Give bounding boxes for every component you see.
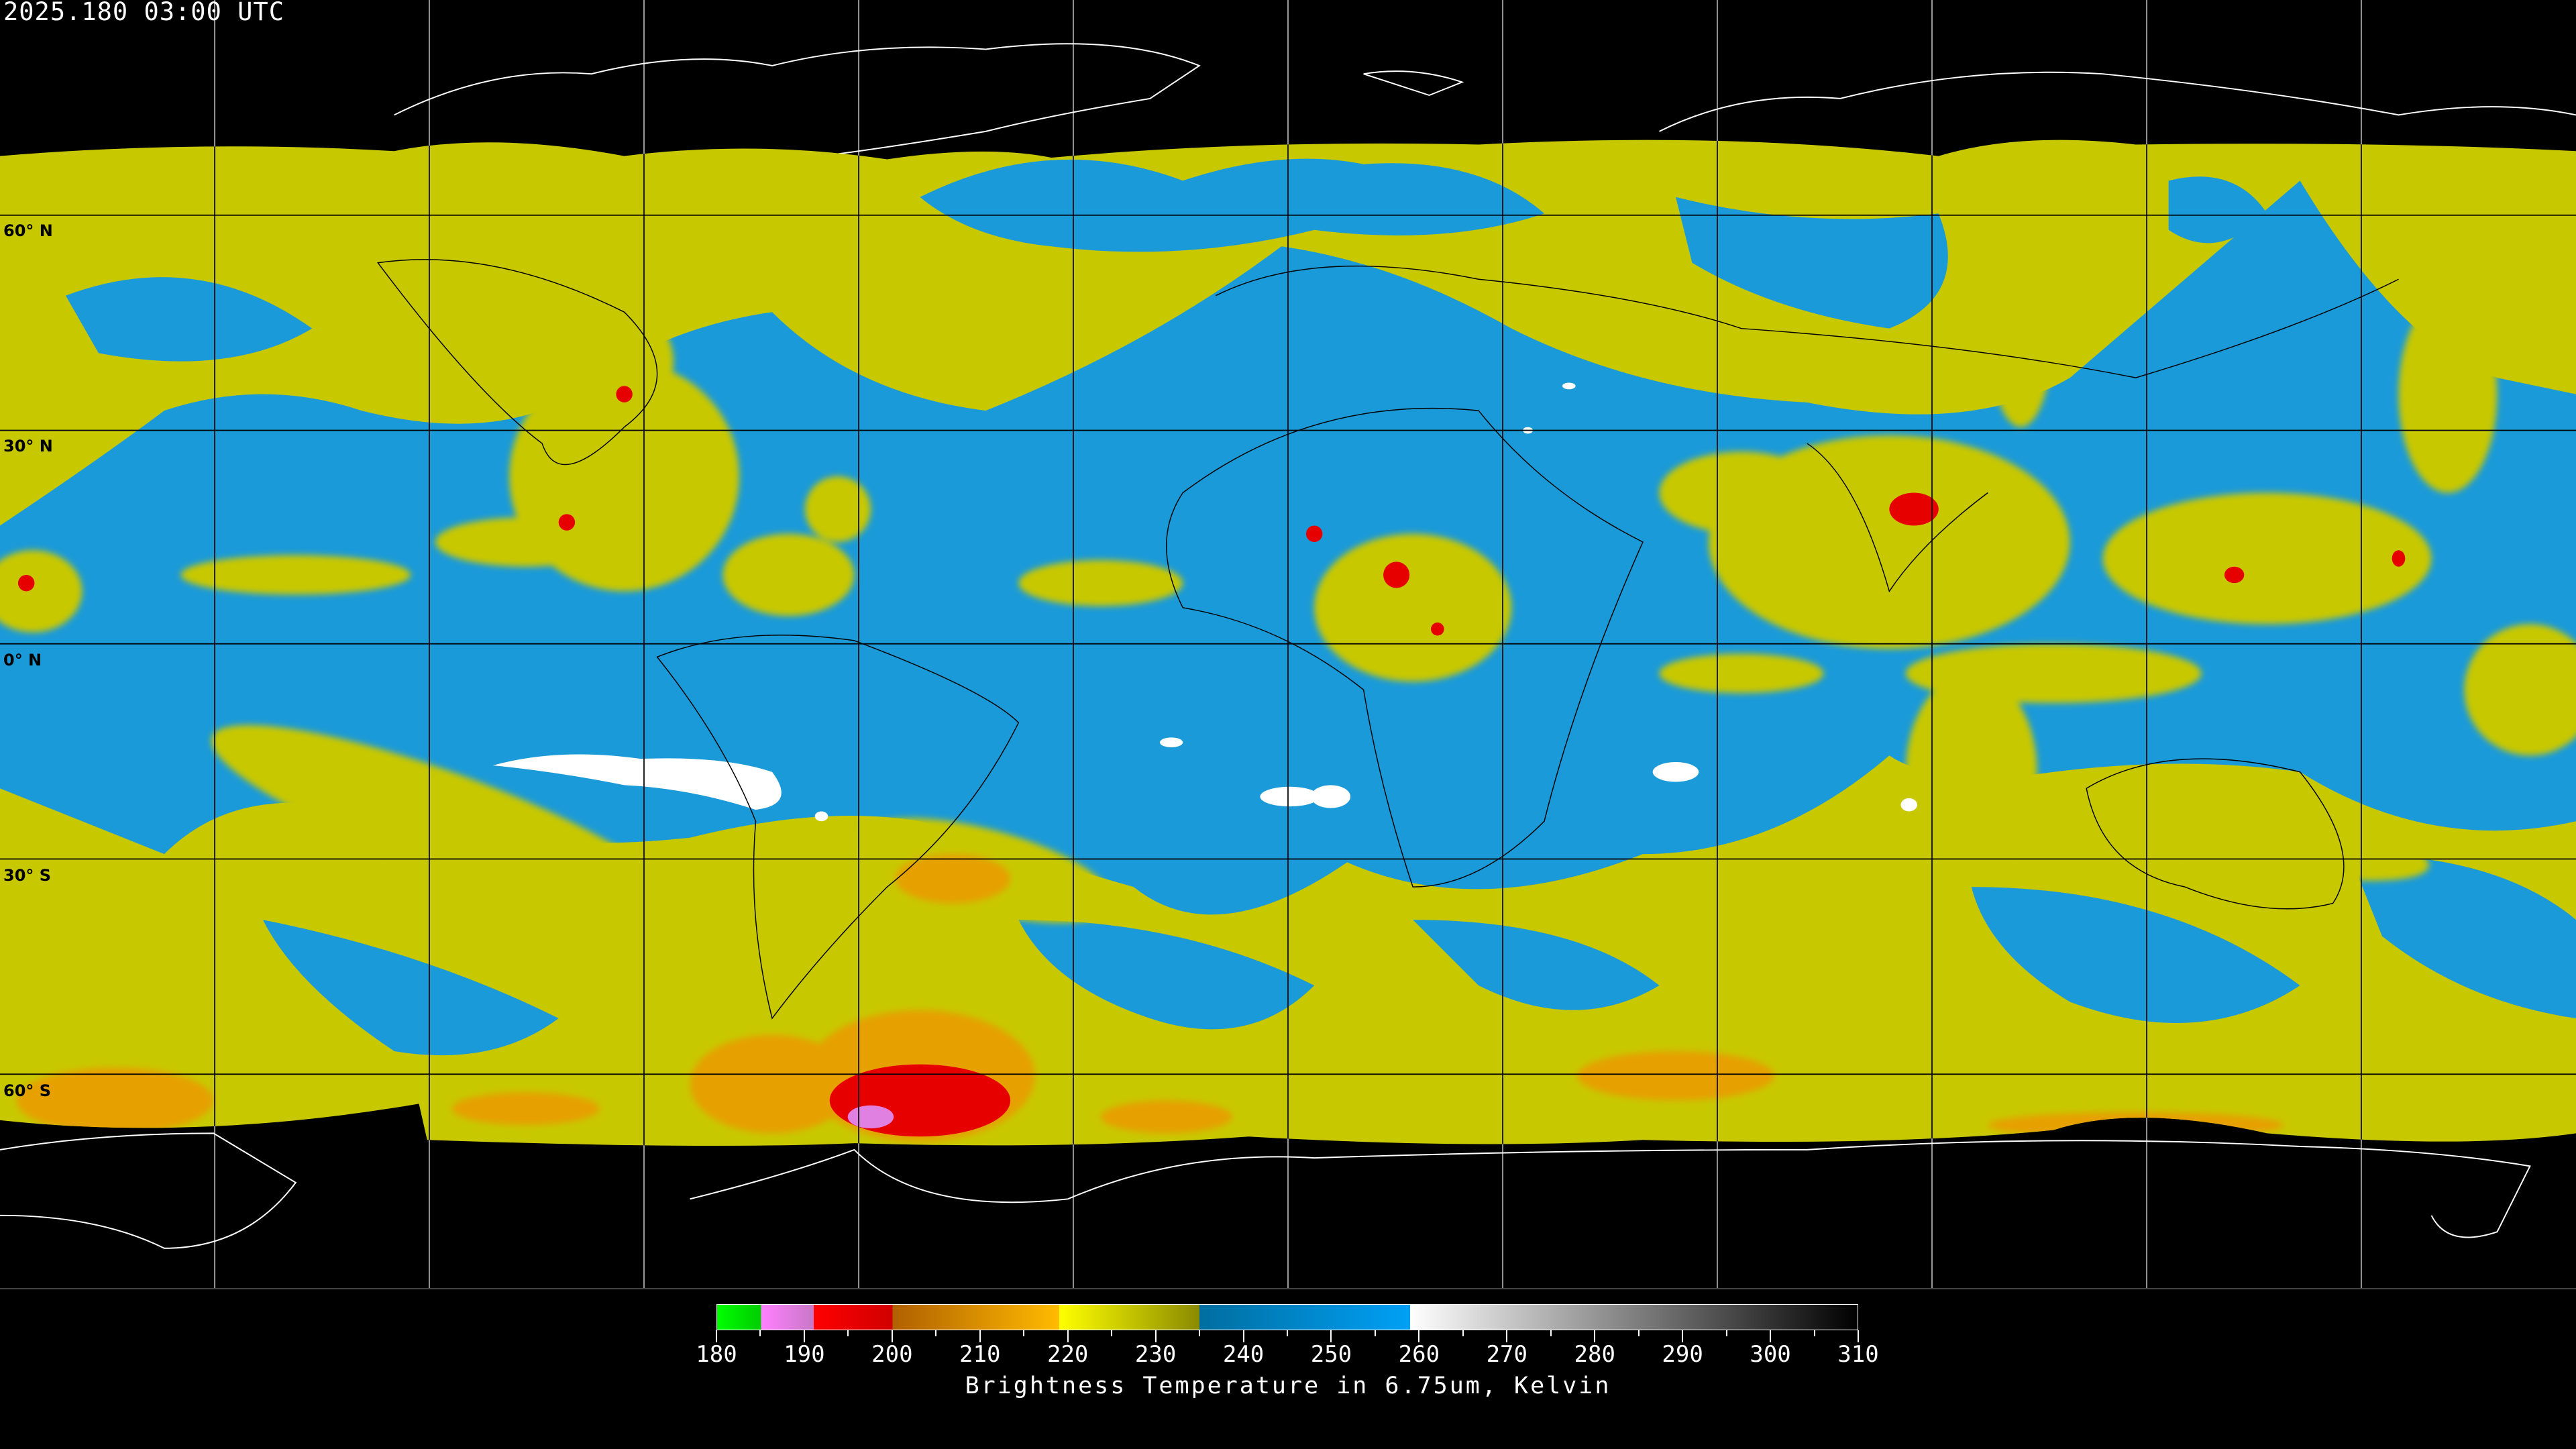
colorbar-tick [1638, 1330, 1640, 1336]
colorbar-tick [1330, 1330, 1332, 1342]
lat-label-30n: 30° N [3, 437, 53, 455]
colorbar-ticks: 180 190 200 210 220 230 240 250 260 270 280 290 300 3… [696, 1330, 1879, 1384]
colorbar-tick [759, 1330, 761, 1336]
colorbar-tick [891, 1330, 893, 1342]
water-vapor-map [0, 0, 2576, 1289]
colorbar-tick-label: 280 [1574, 1341, 1615, 1368]
colorbar [716, 1304, 1858, 1330]
colorbar-tick [1155, 1330, 1157, 1342]
colorbar-tick [1725, 1330, 1727, 1336]
colorbar-tick-label: 220 [1046, 1341, 1089, 1368]
colorbar-tick [1199, 1330, 1201, 1336]
colorbar-tick-label: 230 [1134, 1341, 1177, 1368]
lat-label-60n: 60° N [3, 221, 53, 240]
colorbar-tick [1418, 1330, 1420, 1342]
colorbar-tick [979, 1330, 981, 1342]
colorbar-tick-label: 200 [871, 1341, 913, 1368]
colorbar-tick-label: 180 [696, 1341, 737, 1368]
colorbar-tick-label: 240 [1222, 1341, 1265, 1368]
colorbar-tick-label: 210 [959, 1341, 1001, 1368]
colorbar-tick [1462, 1330, 1464, 1336]
lat-label-equator: 0° N [3, 651, 42, 669]
colorbar-tick [1067, 1330, 1069, 1342]
lat-label-30s: 30° S [3, 866, 52, 885]
colorbar-tick [1242, 1330, 1244, 1342]
lat-label-60s: 60° S [3, 1081, 52, 1100]
colorbar-tick-label: 250 [1310, 1341, 1352, 1368]
warm-clear-regions [492, 382, 1917, 822]
very-cold-spot [847, 1105, 894, 1129]
colorbar-tick-label: 270 [1486, 1341, 1528, 1368]
colorbar-tick [1813, 1330, 1815, 1336]
colorbar-tick [1770, 1330, 1772, 1342]
colorbar-tick-label: 190 [784, 1341, 825, 1368]
colorbar-tick [1374, 1330, 1376, 1336]
colorbar-tick-label: 290 [1662, 1341, 1703, 1368]
colorbar-tick [1682, 1330, 1684, 1342]
colorbar-tick [847, 1330, 849, 1336]
colorbar-tick-label: 260 [1398, 1341, 1440, 1368]
colorbar-tick [1111, 1330, 1113, 1336]
colorbar-tick-label: 300 [1750, 1341, 1791, 1368]
colorbar-tick [1023, 1330, 1025, 1336]
colorbar-tick [1858, 1330, 1859, 1342]
coastlines-polar [0, 43, 2576, 1249]
colorbar-tick [1287, 1330, 1288, 1336]
colorbar-tick [716, 1330, 717, 1342]
map-border [0, 1288, 2576, 1289]
graticule-inner [0, 140, 2576, 1146]
colorbar-tick-label: 310 [1837, 1341, 1879, 1368]
coastlines [376, 259, 2399, 1020]
colorbar-title: Brightness Temperature in 6.75um, Kelvin [965, 1373, 1611, 1399]
colorbar-tick [1506, 1330, 1508, 1342]
colorbar-tick [803, 1330, 805, 1342]
colorbar-tick [1594, 1330, 1596, 1342]
imagery [0, 140, 2576, 1146]
colorbar-tick [935, 1330, 937, 1336]
timestamp: 2025.180 03:00 UTC [3, 0, 284, 26]
colorbar-tick [1550, 1330, 1552, 1336]
